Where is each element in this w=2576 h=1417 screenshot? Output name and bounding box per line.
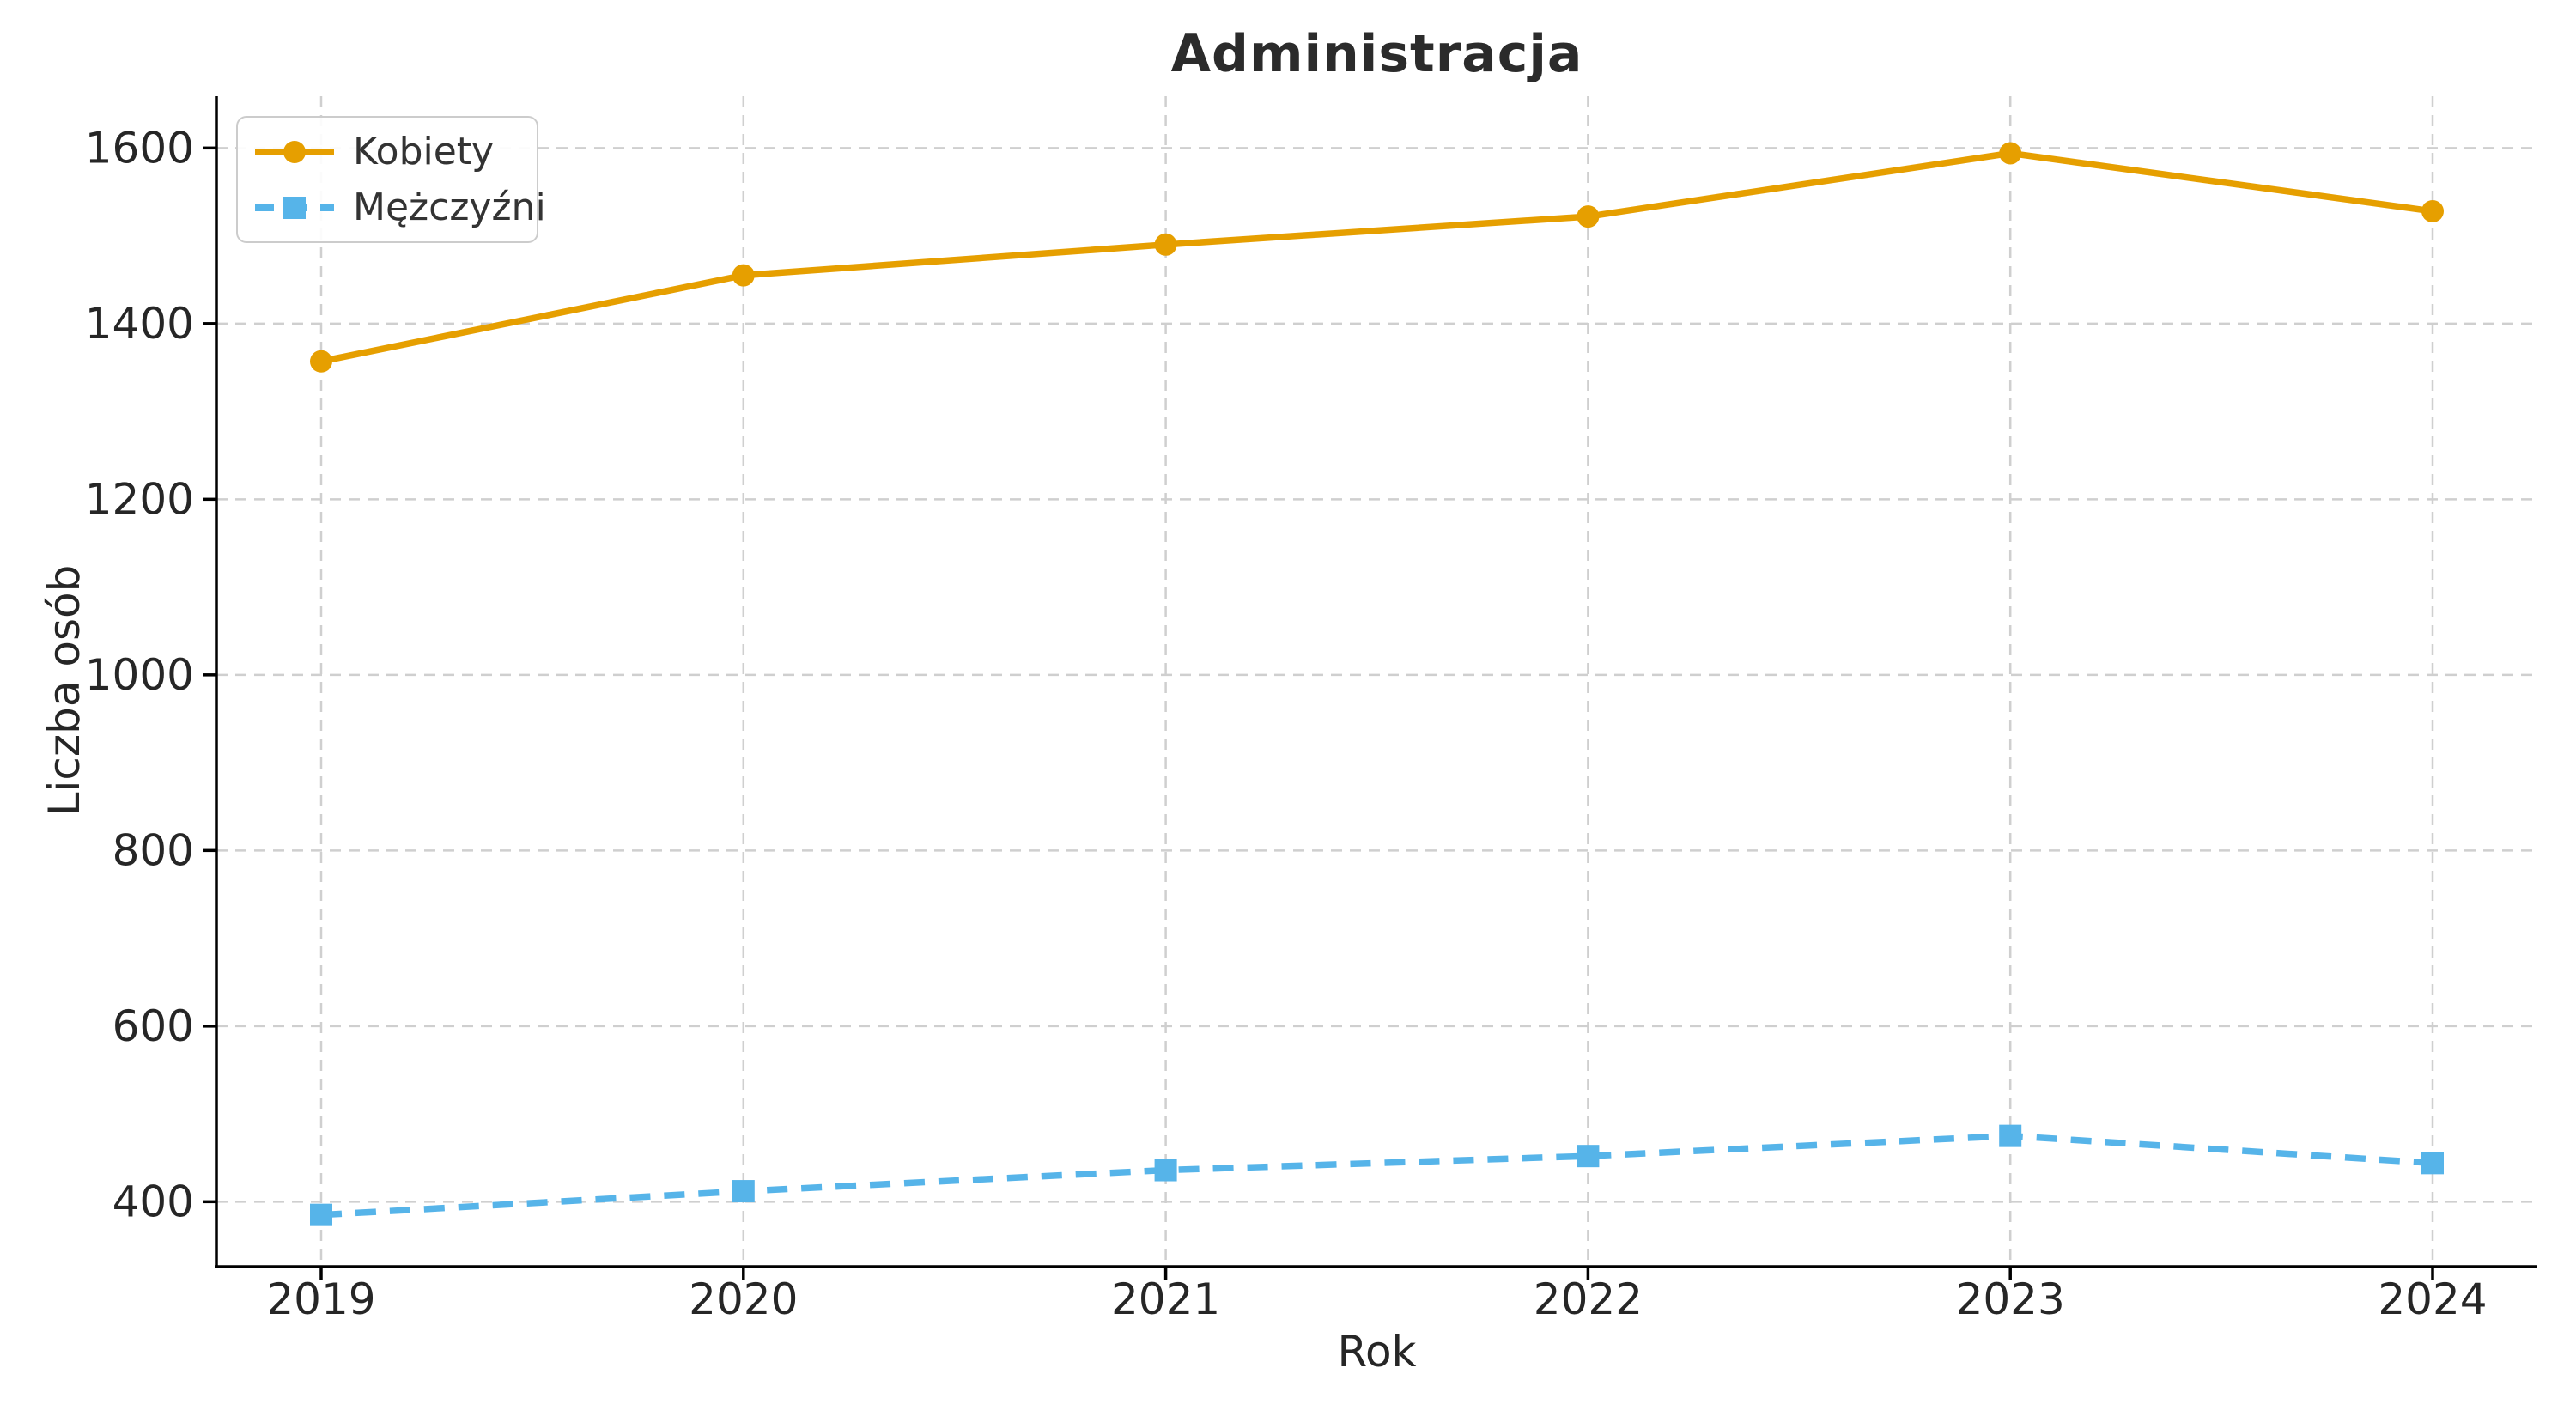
chart-title: Administracja — [1170, 24, 1583, 84]
x-axis-label: Rok — [1337, 1327, 1417, 1377]
svg-text:2021: 2021 — [1111, 1274, 1220, 1324]
svg-text:800: 800 — [112, 825, 194, 875]
legend: Kobiety Mężczyźni — [236, 116, 546, 243]
legend-item-mezczyzni: Mężczyźni — [252, 185, 546, 229]
svg-text:400: 400 — [112, 1177, 194, 1226]
svg-text:1000: 1000 — [85, 650, 194, 700]
svg-text:2023: 2023 — [1956, 1274, 2065, 1324]
svg-text:1400: 1400 — [85, 299, 194, 349]
svg-text:2022: 2022 — [1534, 1274, 1643, 1324]
svg-text:1600: 1600 — [85, 123, 194, 173]
legend-item-kobiety: Kobiety — [252, 130, 519, 173]
mezczyzni-line-marker-icon — [255, 196, 334, 219]
svg-text:2020: 2020 — [689, 1274, 798, 1324]
svg-text:2024: 2024 — [2378, 1274, 2487, 1324]
svg-text:1200: 1200 — [85, 474, 194, 524]
legend-label-mezczyzni: Mężczyźni — [353, 185, 546, 229]
legend-label-kobiety: Kobiety — [353, 130, 495, 173]
svg-text:600: 600 — [112, 1001, 194, 1051]
kobiety-line-marker-icon — [255, 140, 334, 163]
svg-text:2019: 2019 — [266, 1274, 375, 1324]
y-axis-label: Liczba osób — [39, 564, 89, 817]
